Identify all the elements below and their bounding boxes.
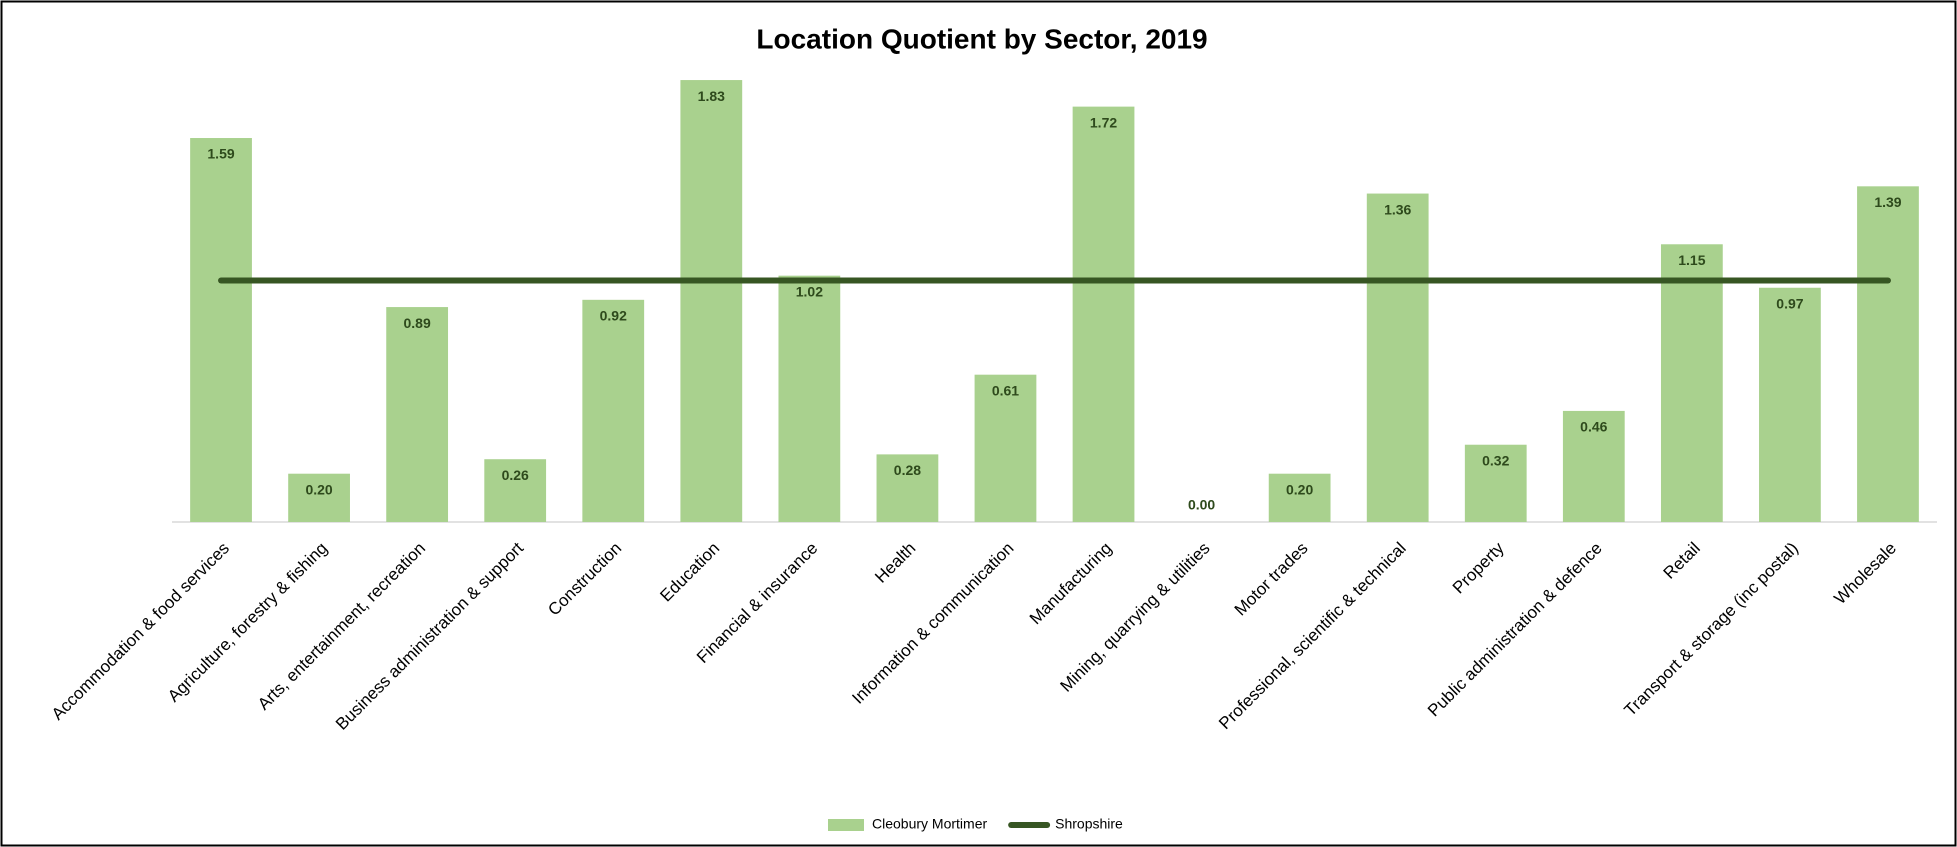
bar <box>386 307 449 522</box>
data-label: 1.39 <box>1874 194 1901 210</box>
bar <box>778 275 841 522</box>
bar <box>974 374 1037 522</box>
legend-label: Shropshire <box>1055 816 1123 832</box>
data-label: 0.97 <box>1776 295 1803 311</box>
legend-swatch <box>828 819 864 831</box>
bar <box>484 459 547 522</box>
data-label: 1.83 <box>698 88 725 104</box>
bar <box>1072 106 1135 523</box>
data-label: 1.15 <box>1678 252 1705 268</box>
data-label: 0.28 <box>894 462 921 478</box>
bar <box>582 299 645 522</box>
data-label: 1.36 <box>1384 201 1411 217</box>
data-label: 0.26 <box>502 467 529 483</box>
data-label: 0.46 <box>1580 419 1607 435</box>
chart-title: Location Quotient by Sector, 2019 <box>756 23 1207 54</box>
bar <box>1366 193 1429 522</box>
data-label: 1.72 <box>1090 114 1117 130</box>
legend-label: Cleobury Mortimer <box>872 816 987 832</box>
data-label: 0.89 <box>404 315 431 331</box>
bar <box>680 80 743 523</box>
data-label: 0.20 <box>305 481 332 497</box>
data-label: 0.00 <box>1188 497 1215 513</box>
bar <box>288 473 350 522</box>
bar <box>1464 444 1527 522</box>
bar <box>1562 410 1625 522</box>
data-label: 0.61 <box>992 382 1019 398</box>
bar <box>876 454 939 522</box>
data-label: 1.02 <box>796 283 823 299</box>
bar <box>1857 186 1919 522</box>
data-label: 1.59 <box>207 146 234 162</box>
bar <box>1268 473 1331 522</box>
data-label: 0.32 <box>1482 452 1509 468</box>
data-label: 0.92 <box>600 308 627 324</box>
data-label: 0.20 <box>1286 481 1313 497</box>
bar <box>190 138 252 522</box>
bar <box>1759 287 1821 522</box>
bar <box>1660 244 1723 522</box>
